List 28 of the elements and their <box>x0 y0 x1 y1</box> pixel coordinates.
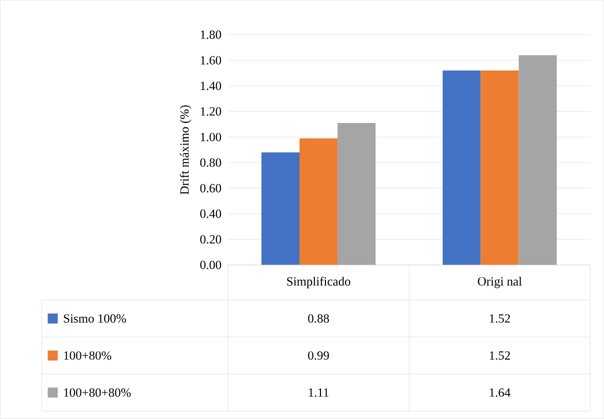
y-tick-label: 0.00 <box>200 260 222 270</box>
y-tick-label: 1.40 <box>200 82 222 90</box>
data-label: 1.11 <box>308 388 328 397</box>
data-label: 1.64 <box>490 388 510 397</box>
x-tick-label: Simplificado <box>287 276 350 288</box>
bar <box>261 152 300 266</box>
y-tick-label: 0.40 <box>200 210 222 218</box>
legend-label: 100+80+80% <box>64 388 131 397</box>
bar <box>300 138 338 266</box>
legend-label: 100+80% <box>64 351 112 360</box>
bar <box>442 70 481 266</box>
data-label: 0.88 <box>308 314 329 323</box>
x-tick-label: Origi nal <box>478 276 522 288</box>
y-tick-label: 1.00 <box>200 132 222 142</box>
y-tick-label: 0.20 <box>200 235 222 244</box>
y-tick-label: 0.80 <box>200 158 222 167</box>
data-label: 0.99 <box>308 351 329 360</box>
y-tick-label: 1.60 <box>200 56 222 65</box>
bar <box>338 123 376 266</box>
legend-label: Sismo 100% <box>64 314 126 323</box>
bar <box>518 55 557 266</box>
bar <box>480 70 519 266</box>
y-axis-title: Drift máximo (%) <box>180 105 192 195</box>
y-tick-label: 1.20 <box>200 107 222 116</box>
y-tick-label: 1.80 <box>200 30 222 40</box>
data-label: 1.52 <box>490 314 510 323</box>
data-label: 1.52 <box>490 351 510 360</box>
y-tick-label: 0.60 <box>200 184 222 193</box>
